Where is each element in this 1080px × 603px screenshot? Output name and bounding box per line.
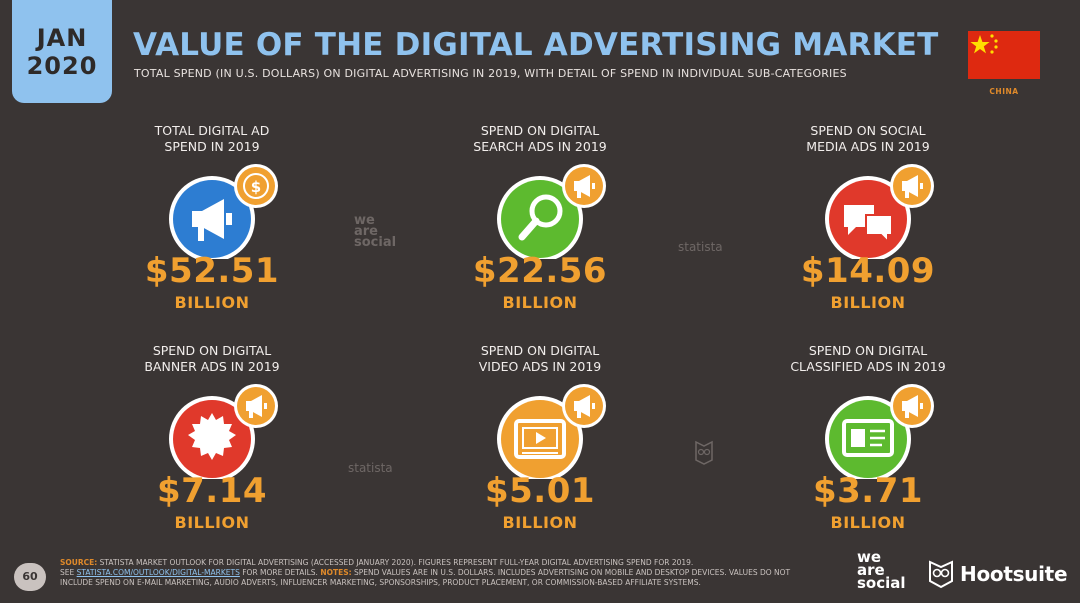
- card-label: SPEND ON DIGITAL VIDEO ADS IN 2019: [478, 343, 602, 374]
- we-are-social-watermark: we are social: [354, 213, 397, 250]
- card-search-ads: SPEND ON DIGITAL SEARCH ADS IN 2019 $22.…: [420, 123, 660, 323]
- svg-text:$: $: [251, 178, 261, 196]
- notes-label: NOTES:: [320, 568, 352, 577]
- date-tab: JAN 2020: [12, 0, 112, 103]
- card-label: SPEND ON DIGITAL BANNER ADS IN 2019: [144, 343, 280, 374]
- card-unit: BILLION: [830, 293, 906, 312]
- notes-text: SPEND VALUES ARE IN U.S. DOLLARS. INCLUD…: [60, 568, 791, 587]
- footer-notes: SOURCE: STATISTA MARKET OUTLOOK FOR DIGI…: [60, 558, 820, 588]
- card-label: SPEND ON SOCIAL MEDIA ADS IN 2019: [806, 123, 930, 154]
- more-text: FOR MORE DETAILS.: [239, 568, 321, 577]
- card-value: $22.56: [472, 251, 608, 291]
- card-value: $7.14: [156, 471, 268, 511]
- video-player-icon: [497, 384, 606, 479]
- card-label: SPEND ON DIGITAL CLASSIFIED ADS IN 2019: [790, 343, 946, 374]
- megaphone-dollar-icon: $: [169, 164, 278, 259]
- country-label: CHINA: [989, 87, 1019, 96]
- card-video-ads: SPEND ON DIGITAL VIDEO ADS IN 2019 $5.01…: [420, 343, 660, 543]
- statista-watermark: statista: [678, 240, 723, 254]
- card-unit: BILLION: [174, 513, 250, 532]
- page-title: VALUE OF THE DIGITAL ADVERTISING MARKET: [133, 27, 939, 63]
- page-number: 60: [14, 563, 46, 591]
- card-unit: BILLION: [502, 513, 578, 532]
- card-unit: BILLION: [174, 293, 250, 312]
- card-social-media-ads: SPEND ON SOCIAL MEDIA ADS IN 2019 $14.09…: [748, 123, 988, 323]
- date-year: 2020: [26, 51, 98, 80]
- date-month: JAN: [36, 23, 88, 52]
- card-value: $3.71: [812, 471, 924, 511]
- card-value: $14.09: [800, 251, 936, 291]
- statista-link[interactable]: STATISTA.COM/OUTLOOK/DIGITAL-MARKETS: [76, 568, 240, 577]
- source-text: STATISTA MARKET OUTLOOK FOR DIGITAL ADVE…: [97, 558, 694, 567]
- card-unit: BILLION: [830, 513, 906, 532]
- source-label: SOURCE:: [60, 558, 98, 567]
- starburst-icon: [169, 384, 278, 479]
- card-label: SPEND ON DIGITAL SEARCH ADS IN 2019: [473, 123, 607, 154]
- page-subtitle: TOTAL SPEND (IN U.S. DOLLARS) ON DIGITAL…: [134, 67, 847, 80]
- hootsuite-logo: Hootsuite: [928, 556, 1073, 592]
- card-banner-ads: SPEND ON DIGITAL BANNER ADS IN 2019 $7.1…: [92, 343, 332, 543]
- card-classified-ads: SPEND ON DIGITAL CLASSIFIED ADS IN 2019 …: [748, 343, 988, 543]
- card-unit: BILLION: [502, 293, 578, 312]
- id-card-icon: [825, 384, 934, 479]
- hootsuite-wordmark: Hootsuite: [960, 562, 1068, 586]
- owl-icon: [929, 560, 953, 589]
- card-value: $52.51: [144, 251, 280, 291]
- owl-watermark-icon: [695, 440, 713, 465]
- we-are-social-logo: we are social: [857, 548, 906, 592]
- card-total-digital-ad: TOTAL DIGITAL AD SPEND IN 2019 $ $52.51 …: [92, 123, 332, 323]
- china-flag-icon: [968, 31, 1040, 79]
- magnifier-icon: [497, 164, 606, 259]
- statista-watermark: statista: [348, 461, 393, 475]
- card-value: $5.01: [484, 471, 596, 511]
- see-text: SEE: [60, 568, 77, 577]
- chat-bubbles-icon: [825, 164, 934, 259]
- card-label: TOTAL DIGITAL AD SPEND IN 2019: [154, 123, 270, 154]
